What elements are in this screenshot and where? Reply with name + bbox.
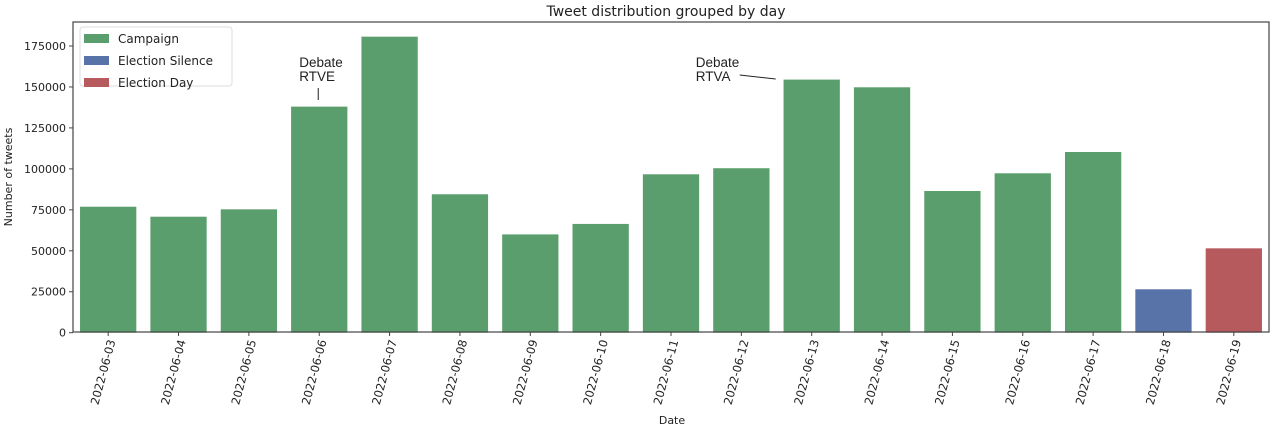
x-tick-label: 2022-06-18 <box>1143 338 1174 406</box>
x-tick-label: 2022-06-19 <box>1213 338 1244 406</box>
x-tick-label: 2022-06-17 <box>1073 338 1104 406</box>
x-tick-label: 2022-06-07 <box>369 338 400 406</box>
x-tick-label: 2022-06-10 <box>580 338 611 406</box>
bar-2022-06-05 <box>220 209 278 333</box>
bar-2022-06-13 <box>783 79 840 333</box>
legend-swatch <box>84 78 109 87</box>
bar-2022-06-17 <box>1064 151 1122 333</box>
x-tick-label: 2022-06-14 <box>862 338 893 406</box>
x-tick-label: 2022-06-16 <box>1002 338 1033 406</box>
annotation-text: Debate <box>299 55 343 70</box>
legend-label: Campaign <box>118 32 179 46</box>
bar-2022-06-10 <box>572 223 629 333</box>
bar-2022-06-11 <box>642 174 700 333</box>
x-tick-label: 2022-06-06 <box>299 338 330 406</box>
legend-swatch <box>84 34 109 43</box>
x-tick-label: 2022-06-04 <box>158 338 189 406</box>
x-tick-label: 2022-06-12 <box>721 338 752 406</box>
bar-2022-06-08 <box>431 194 489 333</box>
annotation-text: RTVE <box>299 69 335 84</box>
y-tick-label: 100000 <box>24 163 66 176</box>
bar-2022-06-19 <box>1205 248 1262 333</box>
annotation-line <box>739 74 776 80</box>
bar-2022-06-18 <box>1135 289 1192 333</box>
annotation-text: Debate <box>696 55 740 70</box>
y-tick-label: 50000 <box>31 245 66 258</box>
bar-2022-06-07 <box>361 36 418 333</box>
y-axis-label: Number of tweets <box>2 127 15 226</box>
bar-2022-06-06 <box>291 106 348 333</box>
y-tick-label: 75000 <box>31 204 66 217</box>
legend-swatch <box>84 56 109 65</box>
legend-label: Election Silence <box>118 54 213 68</box>
x-tick-label: 2022-06-15 <box>932 338 963 406</box>
bar-2022-06-04 <box>150 216 207 333</box>
y-tick-label: 25000 <box>31 286 66 299</box>
bar-2022-06-09 <box>502 234 559 333</box>
y-tick-label: 125000 <box>24 122 66 135</box>
x-tick-label: 2022-06-08 <box>439 338 470 406</box>
bar-2022-06-12 <box>713 168 770 333</box>
bar-2022-06-16 <box>994 173 1051 333</box>
x-tick-label: 2022-06-13 <box>791 338 822 406</box>
bar-2022-06-15 <box>924 190 981 333</box>
y-tick-label: 175000 <box>24 40 66 53</box>
x-tick-label: 2022-06-05 <box>228 338 259 406</box>
legend-box <box>79 26 233 87</box>
chart-title: Tweet distribution grouped by day <box>545 4 785 20</box>
bar-2022-06-14 <box>853 87 911 333</box>
plot-frame <box>72 21 1270 333</box>
x-axis-label: Date <box>659 414 686 427</box>
legend-label: Election Day <box>118 76 193 90</box>
y-tick-label: 150000 <box>24 81 66 94</box>
x-tick-label: 2022-06-09 <box>510 338 541 406</box>
annotation-text: RTVA <box>696 69 731 84</box>
bar-2022-06-03 <box>80 206 137 333</box>
legend: Campaign Election Silence Election Day <box>79 26 233 90</box>
x-tick-label: 2022-06-11 <box>650 338 681 406</box>
x-tick-label: 2022-06-03 <box>88 338 119 406</box>
y-tick-label: 0 <box>59 327 66 340</box>
